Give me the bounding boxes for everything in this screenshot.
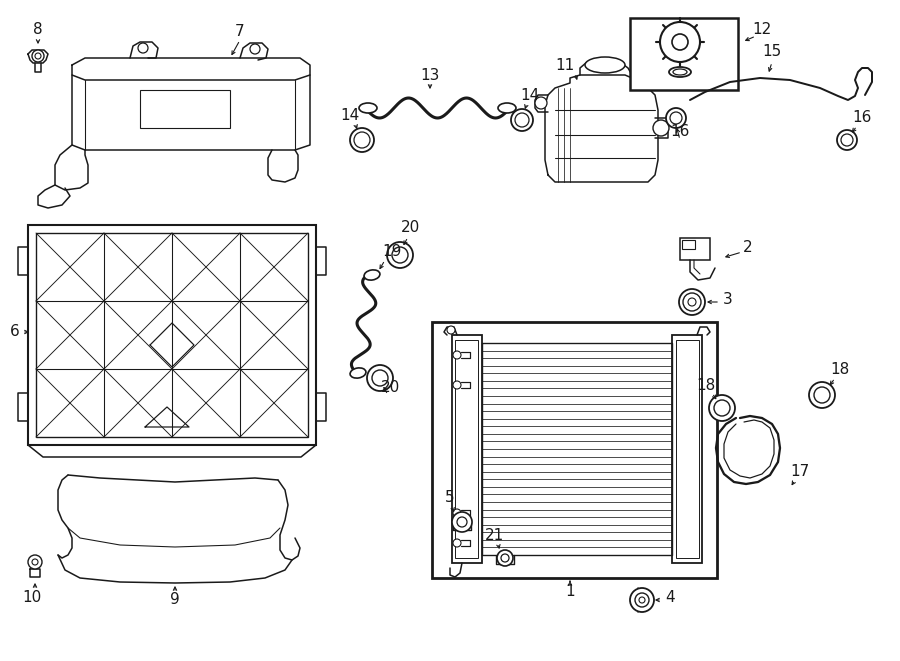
Circle shape [535,97,547,109]
Text: 16: 16 [670,124,689,139]
Text: 20: 20 [400,221,419,235]
Bar [452,335,482,563]
Text: 18: 18 [831,362,850,377]
Circle shape [709,395,735,421]
Ellipse shape [585,57,625,73]
Circle shape [639,597,645,603]
Circle shape [511,109,533,131]
Bar [140,90,230,128]
Text: 14: 14 [520,87,540,102]
Bar [676,340,699,558]
Circle shape [453,509,461,517]
Circle shape [28,555,42,569]
Circle shape [635,593,649,607]
Circle shape [453,381,461,389]
Text: 14: 14 [340,108,360,122]
Circle shape [837,130,857,150]
Bar [682,240,695,249]
Circle shape [457,517,467,527]
Text: 17: 17 [790,465,810,479]
Circle shape [679,289,705,315]
Text: 7: 7 [235,24,245,40]
Text: 5: 5 [446,490,454,506]
Circle shape [138,43,148,53]
Text: 8: 8 [33,22,43,38]
Circle shape [392,247,408,263]
Ellipse shape [364,270,380,280]
Circle shape [809,382,835,408]
Text: 2: 2 [743,241,752,256]
Circle shape [841,134,853,146]
Circle shape [354,132,370,148]
Ellipse shape [359,103,377,113]
Circle shape [367,365,393,391]
Bar [432,322,717,578]
Ellipse shape [498,103,516,113]
Circle shape [32,559,38,565]
Circle shape [250,44,260,54]
Ellipse shape [669,67,691,77]
Text: 3: 3 [723,293,733,307]
Bar [455,340,478,558]
Text: 10: 10 [22,590,41,605]
Text: 20: 20 [381,381,400,395]
Bar [630,18,738,90]
Circle shape [683,293,701,311]
Circle shape [453,539,461,547]
Circle shape [714,400,730,416]
Text: 12: 12 [752,22,771,38]
Circle shape [670,112,682,124]
Circle shape [372,370,388,386]
Circle shape [660,22,700,62]
Ellipse shape [350,368,366,378]
Circle shape [452,512,472,532]
Circle shape [814,387,830,403]
Bar [672,335,702,563]
Text: 9: 9 [170,592,180,607]
Circle shape [447,326,455,334]
Text: 4: 4 [665,590,675,605]
Text: 21: 21 [484,527,504,543]
Text: 11: 11 [555,58,574,73]
Bar [36,233,308,437]
Circle shape [688,298,696,306]
Text: 18: 18 [697,377,716,393]
Circle shape [32,50,44,62]
Circle shape [653,120,669,136]
Circle shape [666,108,686,128]
Circle shape [350,128,374,152]
Circle shape [672,34,688,50]
Text: 1: 1 [565,584,575,600]
Circle shape [35,53,41,59]
Text: 19: 19 [382,245,401,260]
Text: 13: 13 [420,67,440,83]
Circle shape [387,242,413,268]
Circle shape [630,588,654,612]
Bar [28,225,316,445]
Text: 15: 15 [762,44,781,59]
Circle shape [515,113,529,127]
Text: 16: 16 [852,110,872,126]
Ellipse shape [673,69,687,75]
Circle shape [453,351,461,359]
Circle shape [501,554,509,562]
Text: 6: 6 [10,325,20,340]
Bar [680,238,710,260]
Circle shape [497,550,513,566]
